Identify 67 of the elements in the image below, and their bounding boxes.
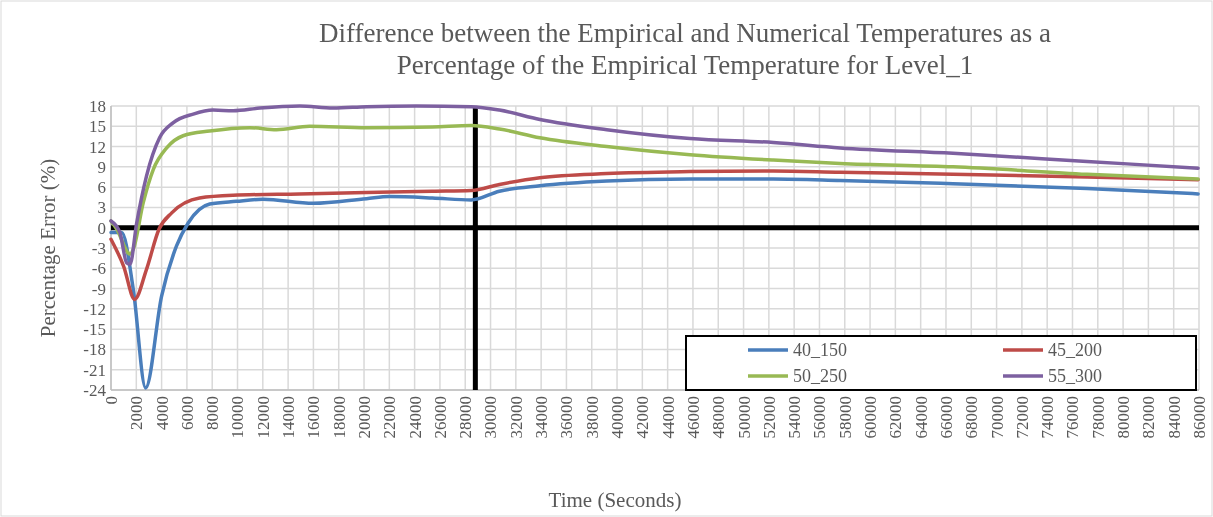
x-tick-label: 42000: [633, 396, 653, 439]
x-tick-label: 84000: [1164, 396, 1184, 439]
y-axis-title: Percentage Error (%): [36, 158, 61, 338]
y-tick-label: 18: [89, 96, 106, 116]
x-tick-label: 22000: [380, 396, 400, 439]
x-tick-label: 44000: [658, 396, 678, 439]
x-tick-label: 82000: [1139, 396, 1159, 439]
x-tick-label: 8000: [203, 396, 223, 430]
x-tick-label: 2000: [127, 396, 147, 430]
x-tick-label: 4000: [152, 396, 172, 430]
x-tick-label: 30000: [481, 396, 501, 439]
y-tick-label: -9: [91, 279, 106, 299]
y-tick-label: -15: [83, 320, 106, 340]
x-tick-label: 28000: [456, 396, 476, 439]
x-tick-label: 68000: [962, 396, 982, 439]
x-tick-label: 74000: [1038, 396, 1058, 439]
y-tick-label: -12: [83, 299, 106, 319]
x-tick-label: 48000: [709, 396, 729, 439]
legend-label: 55_300: [1048, 366, 1102, 387]
x-tick-label: 54000: [785, 396, 805, 439]
x-tick-label: 86000: [1189, 396, 1209, 439]
x-tick-label: 80000: [1114, 396, 1134, 439]
x-tick-label: 38000: [582, 396, 602, 439]
line-series: [109, 123, 1200, 256]
y-tick-label: 9: [97, 157, 106, 177]
x-tick-label: 32000: [506, 396, 526, 439]
chart-title: Difference between the Empirical and Numerical Temperatures as a Percentage of the Empirical Temperature for Level_1: [319, 18, 1051, 80]
x-tick-label: 36000: [557, 396, 577, 439]
x-tick-label: 72000: [1012, 396, 1032, 439]
y-tick-label: 6: [97, 178, 106, 198]
x-tick-label: 64000: [911, 396, 931, 439]
y-tick-label: -18: [83, 340, 106, 360]
y-tick-label: -24: [83, 380, 107, 400]
y-tick-label: 15: [89, 117, 106, 137]
x-tick-label: 56000: [810, 396, 830, 439]
x-tick-label: 62000: [886, 396, 906, 439]
x-tick-label: 20000: [354, 396, 374, 439]
x-tick-label: 70000: [987, 396, 1007, 439]
y-tick-label: -6: [91, 259, 106, 279]
y-tick-label: -21: [83, 360, 106, 380]
x-tick-label: 26000: [430, 396, 450, 439]
x-tick-label: 10000: [228, 396, 248, 439]
x-tick-label: 34000: [532, 396, 552, 439]
x-tick-label: 18000: [329, 396, 349, 439]
x-tick-label: 66000: [936, 396, 956, 439]
y-tick-label: 0: [97, 218, 106, 238]
legend-label: 50_250: [793, 366, 847, 387]
x-tick-label: 58000: [835, 396, 855, 439]
x-tick-label: 6000: [177, 396, 197, 430]
x-tick-label: 16000: [304, 396, 324, 439]
y-tick-label: 12: [89, 137, 106, 157]
line-series: [109, 169, 1200, 302]
x-tick-label: 14000: [279, 396, 299, 439]
x-tick-label: 46000: [683, 396, 703, 439]
legend-label: 45_200: [1048, 340, 1102, 361]
x-tick-label: 76000: [1063, 396, 1083, 439]
x-tick-label: 52000: [759, 396, 779, 439]
x-axis-title: Time (Seconds): [548, 488, 682, 512]
y-tick-label: 3: [97, 198, 106, 218]
x-tick-label: 12000: [253, 396, 273, 439]
y-tick-label: -3: [91, 238, 106, 258]
legend-label: 40_150: [793, 340, 847, 361]
x-tick-label: 78000: [1088, 396, 1108, 439]
x-tick-label: 40000: [608, 396, 627, 439]
x-tick-label: 60000: [861, 396, 881, 439]
x-tick-label: 24000: [405, 396, 425, 439]
x-tick-label: 50000: [734, 396, 754, 439]
